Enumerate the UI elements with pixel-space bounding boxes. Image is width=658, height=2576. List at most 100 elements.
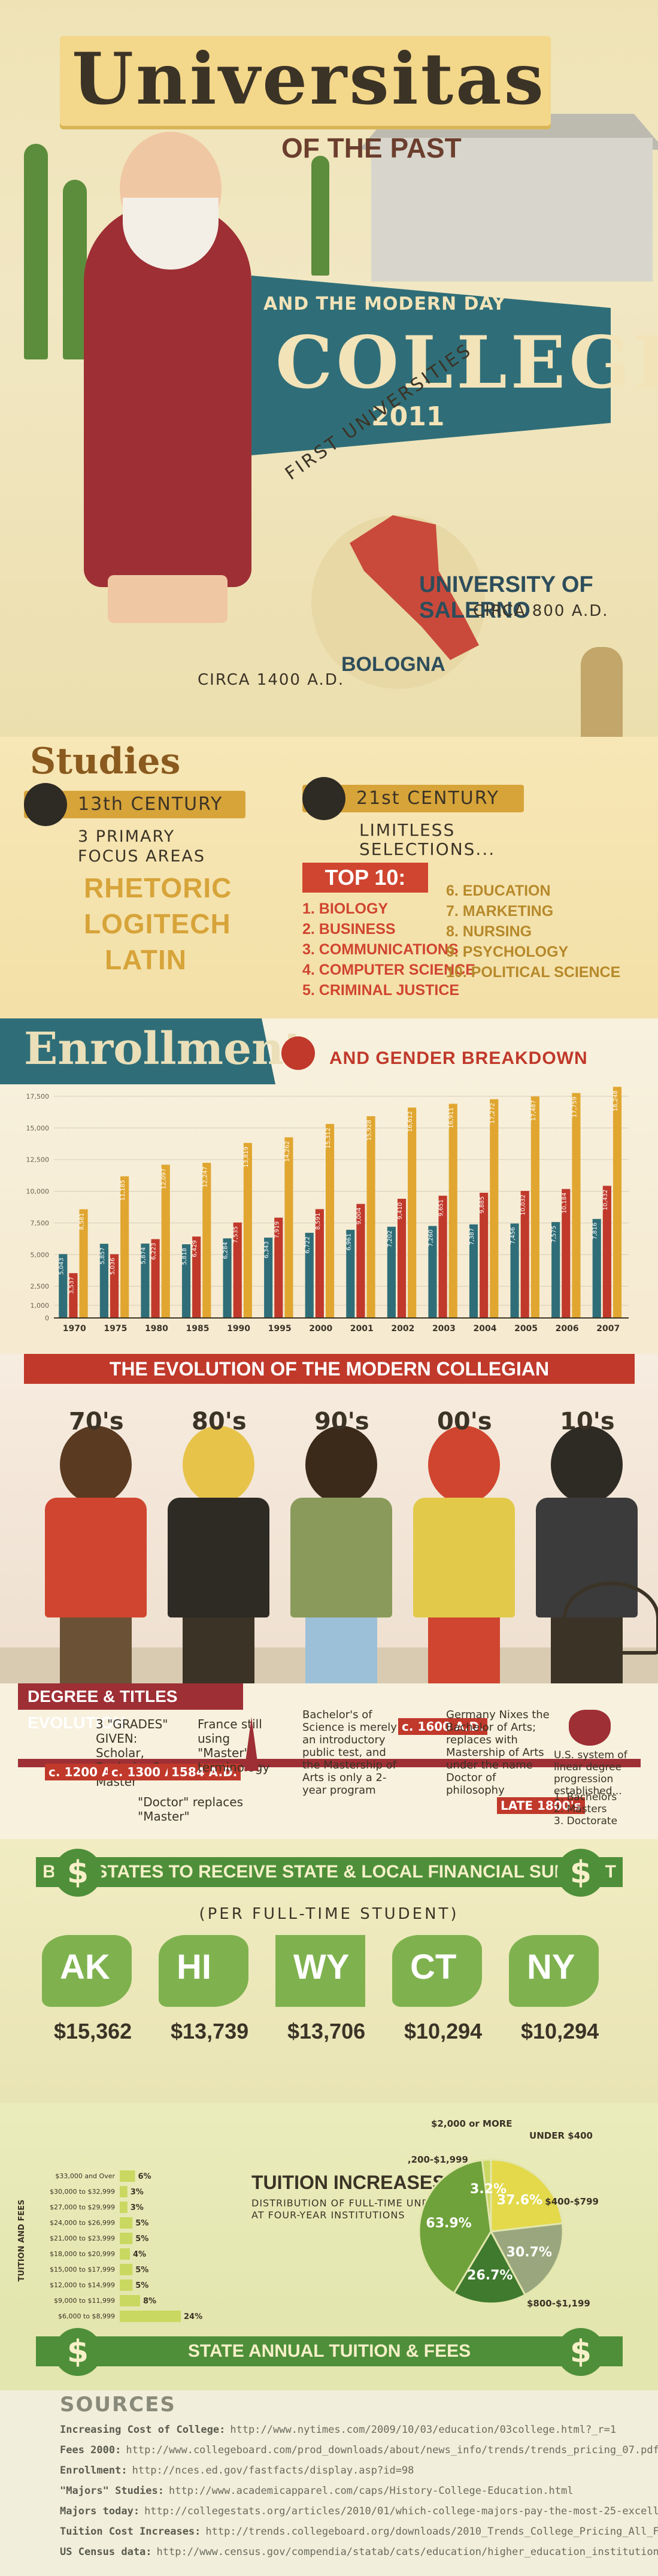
focus-line: 3 PRIMARY	[78, 827, 175, 846]
century21-label: 21st CENTURY	[356, 788, 499, 809]
data-label: 10,432	[602, 1189, 609, 1210]
x-tick-label: 2005	[514, 1324, 538, 1334]
bar	[366, 1116, 375, 1318]
bottom-banner-section: STATE ANNUAL TUITION & FEES $ $	[0, 2324, 658, 2390]
bar-category-label: $33,000 and Over	[55, 2172, 115, 2180]
collegian-body	[168, 1498, 269, 1617]
source-url[interactable]: http://www.academicapparel.com/caps/Hist…	[169, 2485, 574, 2497]
data-label: 9,410	[397, 1202, 404, 1220]
gender-icon	[281, 1036, 315, 1070]
top10-item: 4. COMPUTER SCIENCE	[302, 962, 475, 978]
decade-label: 80's	[192, 1408, 247, 1435]
tuition-pie-chart: 37.6% 30.7% 26.7% 63.9% 3.2% UNDER $400 $400-$…	[407, 2118, 599, 2309]
bar	[520, 1190, 529, 1318]
y-tick-label: 15,000	[26, 1124, 50, 1132]
bar	[110, 1254, 119, 1318]
x-tick-label: 1970	[63, 1324, 86, 1334]
bar	[397, 1199, 407, 1318]
top10-item: 2. BUSINESS	[302, 921, 396, 938]
pennant-year: 2011	[371, 401, 445, 432]
degree-text-1200: 3 "GRADES" GIVEN: Scholar, Bachelor & Ma…	[96, 1717, 168, 1789]
data-label: 12,097	[161, 1168, 168, 1189]
data-label: 6,284	[223, 1242, 229, 1259]
data-label: 7,919	[274, 1222, 280, 1239]
pie-slice	[418, 2159, 492, 2294]
bar-category-label: $18,000 to $20,999	[50, 2250, 115, 2258]
top10-list-right: 6. EDUCATION 7. MARKETING 8. NURSING 9. …	[446, 881, 620, 982]
states-title: BEST STATES TO RECEIVE STATE & LOCAL FIN…	[36, 1857, 623, 1887]
source-url[interactable]: http://trends.collegeboard.org/downloads…	[205, 2526, 658, 2538]
bar-category-label: $24,000 to $26,999	[50, 2219, 115, 2227]
bar	[79, 1209, 88, 1318]
data-label: 5,818	[181, 1248, 188, 1265]
tuition-bar	[120, 2311, 181, 2322]
subject-rhetoric: RHETORIC	[84, 872, 232, 903]
source-url[interactable]: http://www.census.gov/compendia/statab/c…	[156, 2546, 658, 2558]
bar	[562, 1189, 571, 1318]
state-shape-wy	[275, 1935, 365, 2007]
bar	[161, 1165, 170, 1318]
bar	[325, 1124, 335, 1318]
data-label: 5,874	[140, 1247, 147, 1265]
limitless-line: LIMITLESS	[359, 820, 456, 840]
sources-section: SOURCES Increasing Cost of College: http:…	[0, 2390, 658, 2576]
collegian-body	[413, 1498, 515, 1617]
state-abbr: HI	[177, 1948, 211, 1987]
bar	[202, 1163, 211, 1318]
y-tick-label: 1,000	[31, 1302, 50, 1310]
source-key: Tuition Cost Increases:	[60, 2526, 201, 2538]
decade-label: 90's	[314, 1408, 369, 1435]
bar	[428, 1226, 437, 1318]
pie-category-label: $800-$1,199	[527, 2298, 590, 2309]
bar-category-label: $15,000 to $17,999	[50, 2266, 115, 2273]
state-shape-ak	[42, 1935, 132, 2007]
source-item: Majors today: http://collegestats.org/art…	[60, 2505, 658, 2517]
graduation-cap-icon	[302, 777, 345, 820]
decade-label: 10's	[560, 1408, 615, 1435]
source-url[interactable]: http://www.collegeboard.com/prod_downloa…	[126, 2444, 658, 2456]
x-tick-label: 2004	[474, 1324, 497, 1334]
source-key: Enrollment:	[60, 2465, 128, 2477]
source-url[interactable]: http://collegestats.org/articles/2010/01…	[144, 2505, 658, 2517]
bar	[69, 1273, 78, 1318]
bar-percent-label: 5%	[135, 2266, 148, 2275]
data-label: 6,343	[263, 1241, 270, 1259]
source-item: Enrollment: http://nces.ed.gov/fastfacts/…	[60, 2465, 414, 2477]
source-key: Majors today:	[60, 2505, 140, 2517]
pie-category-label: UNDER $400	[529, 2130, 593, 2141]
top10-item: 10. POLITICAL SCIENCE	[446, 964, 621, 981]
data-label: 13,819	[243, 1147, 250, 1168]
source-key: Fees 2000:	[60, 2444, 122, 2456]
top10-item: 9. PSYCHOLOGY	[446, 944, 569, 960]
tuition-bar	[120, 2264, 133, 2275]
temple-illustration	[371, 138, 653, 282]
degree-tag-1600: c. 1600 A.D.	[398, 1718, 487, 1735]
y-tick-label: 17,500	[26, 1093, 50, 1100]
collegian-head	[551, 1426, 623, 1504]
collegian-body	[45, 1498, 147, 1617]
x-tick-label: 1985	[186, 1324, 210, 1334]
top10-badge: TOP 10:	[302, 863, 428, 893]
degree-title: DEGREE & TITLES EVOLUTION	[18, 1683, 243, 1732]
data-label: 5,857	[99, 1247, 106, 1265]
data-label: 9,651	[438, 1199, 445, 1217]
data-label: 17,759	[571, 1097, 578, 1118]
bar	[490, 1099, 499, 1318]
dollar-coin-icon: $	[54, 2328, 102, 2376]
cypress-tree	[24, 144, 48, 359]
degree-tag-1800s: LATE 1800's	[497, 1797, 585, 1814]
bar	[59, 1254, 68, 1318]
y-tick-label: 0	[45, 1314, 49, 1322]
degree-section: DEGREE & TITLES EVOLUTION 3 "GRADES" GIV…	[0, 1683, 658, 1839]
tuition-bar	[120, 2170, 135, 2182]
dollar-coin-icon: $	[557, 1849, 605, 1897]
data-label: 7,387	[469, 1228, 475, 1245]
state-shape-ny	[509, 1935, 599, 2007]
source-url[interactable]: http://www.nytimes.com/2009/10/03/educat…	[230, 2424, 617, 2436]
pennant-line: AND THE MODERN DAY	[263, 294, 506, 315]
bar	[120, 1176, 129, 1318]
subject-latin: LATIN	[105, 944, 187, 975]
source-url[interactable]: http://nces.ed.gov/fastfacts/display.asp…	[132, 2465, 414, 2477]
y-tick-label: 7,500	[31, 1219, 50, 1227]
collegian-legs	[60, 1617, 132, 1683]
